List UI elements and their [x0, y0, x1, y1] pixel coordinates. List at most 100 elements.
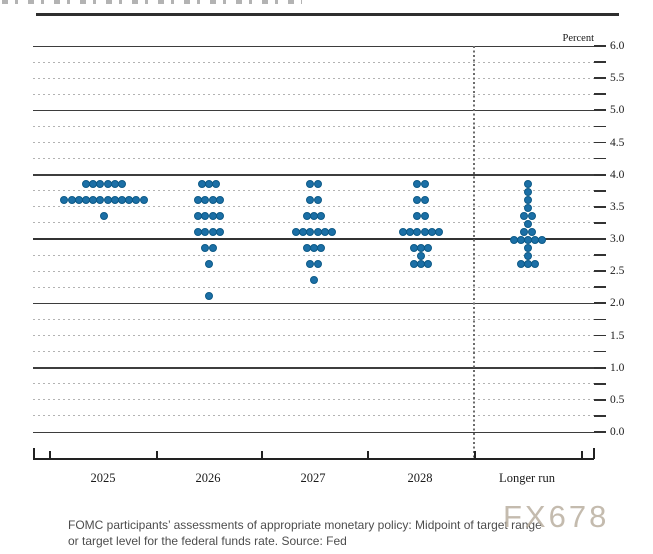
projection-dot [208, 244, 217, 253]
top-divider-rule [36, 13, 619, 16]
projection-dot [212, 179, 221, 188]
y-axis-tick-label: 6.0 [610, 40, 625, 52]
x-axis-end-tick [593, 448, 595, 459]
y-axis-tick-label: 4.0 [610, 168, 625, 181]
y-axis-tick [594, 286, 606, 289]
projection-dot [417, 252, 425, 261]
gridline [33, 254, 594, 256]
projection-dot [524, 179, 532, 188]
plot-area: Percent 6.0 5.5 5.0 4.5 4.0 3.5 3.0 2.5 2.0 1.5 1.… [33, 33, 625, 485]
y-axis-tick-label: 1.5 [610, 329, 625, 342]
gridline [33, 45, 594, 47]
y-axis-tick [594, 302, 606, 305]
y-axis-tick-label: 0.5 [610, 393, 625, 406]
y-axis-tick-label: 1.0 [610, 361, 625, 374]
projection-dot [524, 244, 532, 253]
caption-line-1: FOMC participants’ assessments of approp… [68, 518, 542, 532]
x-axis-tick [261, 451, 263, 459]
projection-dot [524, 219, 532, 228]
projection-dot [420, 211, 429, 220]
projection-dot [100, 211, 108, 220]
y-axis-tick [594, 205, 606, 208]
y-axis-tick-label: 3.5 [610, 200, 625, 213]
x-axis-category-label: Longer run [499, 471, 555, 485]
y-axis-tick-label: 5.5 [610, 72, 625, 85]
y-axis-tick [594, 318, 606, 321]
footer-caption: FOMC participants’ assessments of approp… [68, 517, 608, 549]
y-axis-tick-label: 2.5 [610, 265, 625, 278]
y-axis-tick [594, 238, 606, 240]
gridline [33, 270, 594, 272]
watermark-text: FX678 [503, 499, 610, 534]
projection-dot [205, 292, 213, 301]
projection-dot [313, 179, 322, 188]
x-axis-tick [156, 451, 158, 459]
y-axis-tick [594, 270, 606, 273]
gridline [33, 367, 594, 369]
projection-dot [524, 203, 532, 212]
projection-dot [527, 211, 536, 220]
projection-dot [328, 227, 336, 236]
gridline [33, 286, 594, 288]
y-axis-tick [594, 109, 606, 112]
gridline [33, 399, 594, 401]
gridline [33, 109, 594, 112]
x-axis-tick [474, 451, 476, 459]
projection-dot [317, 211, 326, 220]
projection-dot [527, 227, 536, 236]
y-axis-tick [594, 93, 606, 96]
projection-dot [538, 236, 547, 244]
y-axis-unit-label: Percent [562, 33, 595, 44]
gridline [33, 77, 594, 79]
x-axis-category-label: 2025 [90, 471, 116, 485]
projection-dot [215, 211, 224, 220]
gridline [33, 302, 594, 305]
projection-dot [317, 244, 326, 253]
projection-dot [531, 260, 540, 269]
gridline [33, 318, 594, 320]
projection-dot [215, 195, 224, 204]
gridline [33, 222, 594, 224]
projection-dot [139, 195, 148, 204]
x-axis-category-label: 2028 [407, 471, 433, 485]
projection-dot [435, 227, 443, 236]
y-axis-tick [594, 125, 606, 128]
longer-run-separator-line [473, 46, 475, 459]
projection-dot [524, 187, 532, 196]
x-axis-tick [49, 451, 51, 459]
gridline [33, 335, 594, 336]
y-axis-tick-label: 5.0 [610, 104, 625, 117]
projection-dot [420, 195, 429, 204]
y-axis-tick-label: 4.5 [610, 136, 625, 149]
projection-dot [118, 179, 126, 188]
y-axis-tick [594, 382, 606, 385]
gridline [33, 237, 594, 241]
y-axis-tick [594, 366, 606, 369]
gridline [33, 142, 594, 143]
y-axis-tick [594, 398, 606, 401]
y-axis-tick-label: 0.0 [610, 426, 625, 438]
projection-dot [420, 179, 429, 188]
x-axis-end-tick [33, 448, 35, 459]
projection-dot [524, 195, 532, 204]
y-axis-tick [594, 334, 606, 337]
gridline [33, 383, 594, 385]
gridline [33, 351, 594, 353]
gridline [33, 125, 594, 127]
y-axis-tick [594, 45, 606, 47]
y-axis-tick [594, 254, 606, 256]
y-axis-tick-label: 3.0 [610, 233, 625, 245]
gridline [33, 61, 594, 63]
projection-dot [313, 195, 322, 204]
y-axis-tick [594, 431, 606, 433]
projection-dot [524, 252, 532, 261]
y-axis-tick [594, 77, 606, 80]
y-axis-tick [594, 173, 606, 176]
gridline [33, 93, 594, 95]
x-axis-baseline [33, 458, 594, 460]
projection-dot [424, 260, 433, 269]
projection-dot [313, 260, 322, 269]
clipped-text-fragment [2, 0, 302, 4]
x-axis-tick [367, 451, 369, 459]
